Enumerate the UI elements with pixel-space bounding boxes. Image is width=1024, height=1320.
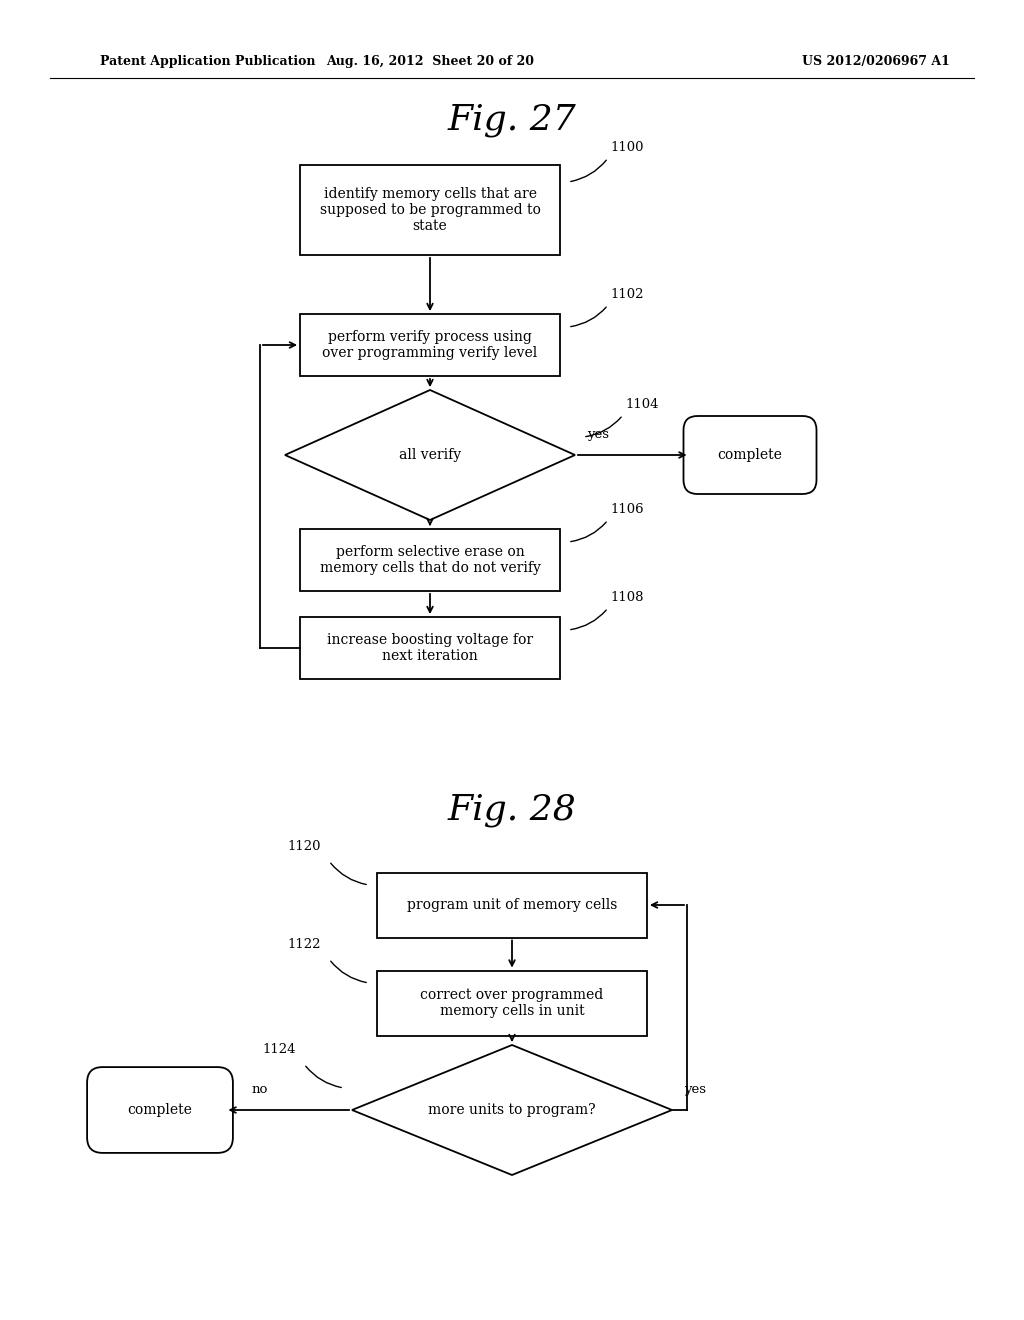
Text: Fig. 27: Fig. 27	[447, 103, 577, 137]
Text: 1102: 1102	[610, 288, 643, 301]
FancyBboxPatch shape	[683, 416, 816, 494]
Text: yes: yes	[684, 1082, 706, 1096]
Text: yes: yes	[587, 428, 609, 441]
Bar	[377, 873, 647, 937]
Text: increase boosting voltage for
next iteration: increase boosting voltage for next itera…	[327, 632, 534, 663]
Bar	[300, 529, 560, 591]
Polygon shape	[285, 389, 575, 520]
Text: correct over programmed
memory cells in unit: correct over programmed memory cells in …	[421, 987, 603, 1018]
Text: all verify: all verify	[399, 447, 461, 462]
Text: 1108: 1108	[610, 591, 643, 605]
Text: no: no	[440, 540, 457, 553]
Text: 1104: 1104	[625, 399, 658, 411]
Text: 1100: 1100	[610, 141, 643, 154]
Text: identify memory cells that are
supposed to be programmed to
state: identify memory cells that are supposed …	[319, 187, 541, 234]
Bar	[300, 314, 560, 376]
Text: 1124: 1124	[262, 1043, 296, 1056]
Text: perform selective erase on
memory cells that do not verify: perform selective erase on memory cells …	[319, 545, 541, 576]
Bar	[300, 165, 560, 255]
Text: Fig. 28: Fig. 28	[447, 793, 577, 828]
Text: program unit of memory cells: program unit of memory cells	[407, 898, 617, 912]
Text: complete: complete	[718, 447, 782, 462]
Text: Patent Application Publication: Patent Application Publication	[100, 55, 315, 69]
Text: 1106: 1106	[610, 503, 644, 516]
Text: perform verify process using
over programming verify level: perform verify process using over progra…	[323, 330, 538, 360]
Polygon shape	[352, 1045, 672, 1175]
Bar	[300, 616, 560, 678]
Text: complete: complete	[128, 1104, 193, 1117]
Text: 1120: 1120	[288, 840, 321, 853]
Text: more units to program?: more units to program?	[428, 1104, 596, 1117]
Text: 1122: 1122	[288, 939, 321, 950]
Text: Aug. 16, 2012  Sheet 20 of 20: Aug. 16, 2012 Sheet 20 of 20	[326, 55, 534, 69]
Text: no: no	[252, 1082, 268, 1096]
FancyBboxPatch shape	[87, 1067, 232, 1152]
Text: US 2012/0206967 A1: US 2012/0206967 A1	[802, 55, 950, 69]
Bar	[377, 970, 647, 1035]
